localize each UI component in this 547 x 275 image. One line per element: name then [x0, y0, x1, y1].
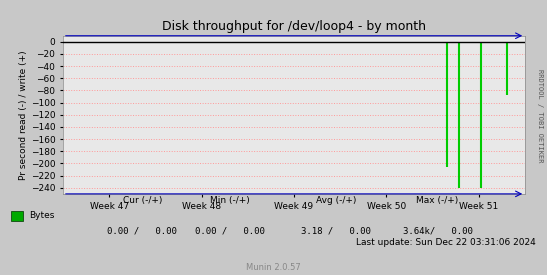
Text: Avg (-/+): Avg (-/+) — [316, 196, 357, 205]
Text: 0.00 /   0.00: 0.00 / 0.00 — [107, 227, 177, 236]
Title: Disk throughput for /dev/loop4 - by month: Disk throughput for /dev/loop4 - by mont… — [162, 20, 426, 33]
Text: 3.64k/   0.00: 3.64k/ 0.00 — [403, 227, 473, 236]
Text: Munin 2.0.57: Munin 2.0.57 — [246, 263, 301, 272]
Text: Min (-/+): Min (-/+) — [210, 196, 249, 205]
Y-axis label: Pr second read (-) / write (+): Pr second read (-) / write (+) — [19, 50, 28, 180]
Text: Cur (-/+): Cur (-/+) — [123, 196, 162, 205]
Text: Bytes: Bytes — [30, 211, 55, 220]
Text: Last update: Sun Dec 22 03:31:06 2024: Last update: Sun Dec 22 03:31:06 2024 — [356, 238, 536, 247]
Text: 3.18 /   0.00: 3.18 / 0.00 — [301, 227, 371, 236]
Text: 0.00 /   0.00: 0.00 / 0.00 — [195, 227, 265, 236]
Text: RRDTOOL / TOBI OETIKER: RRDTOOL / TOBI OETIKER — [537, 69, 543, 162]
Text: Max (-/+): Max (-/+) — [416, 196, 459, 205]
